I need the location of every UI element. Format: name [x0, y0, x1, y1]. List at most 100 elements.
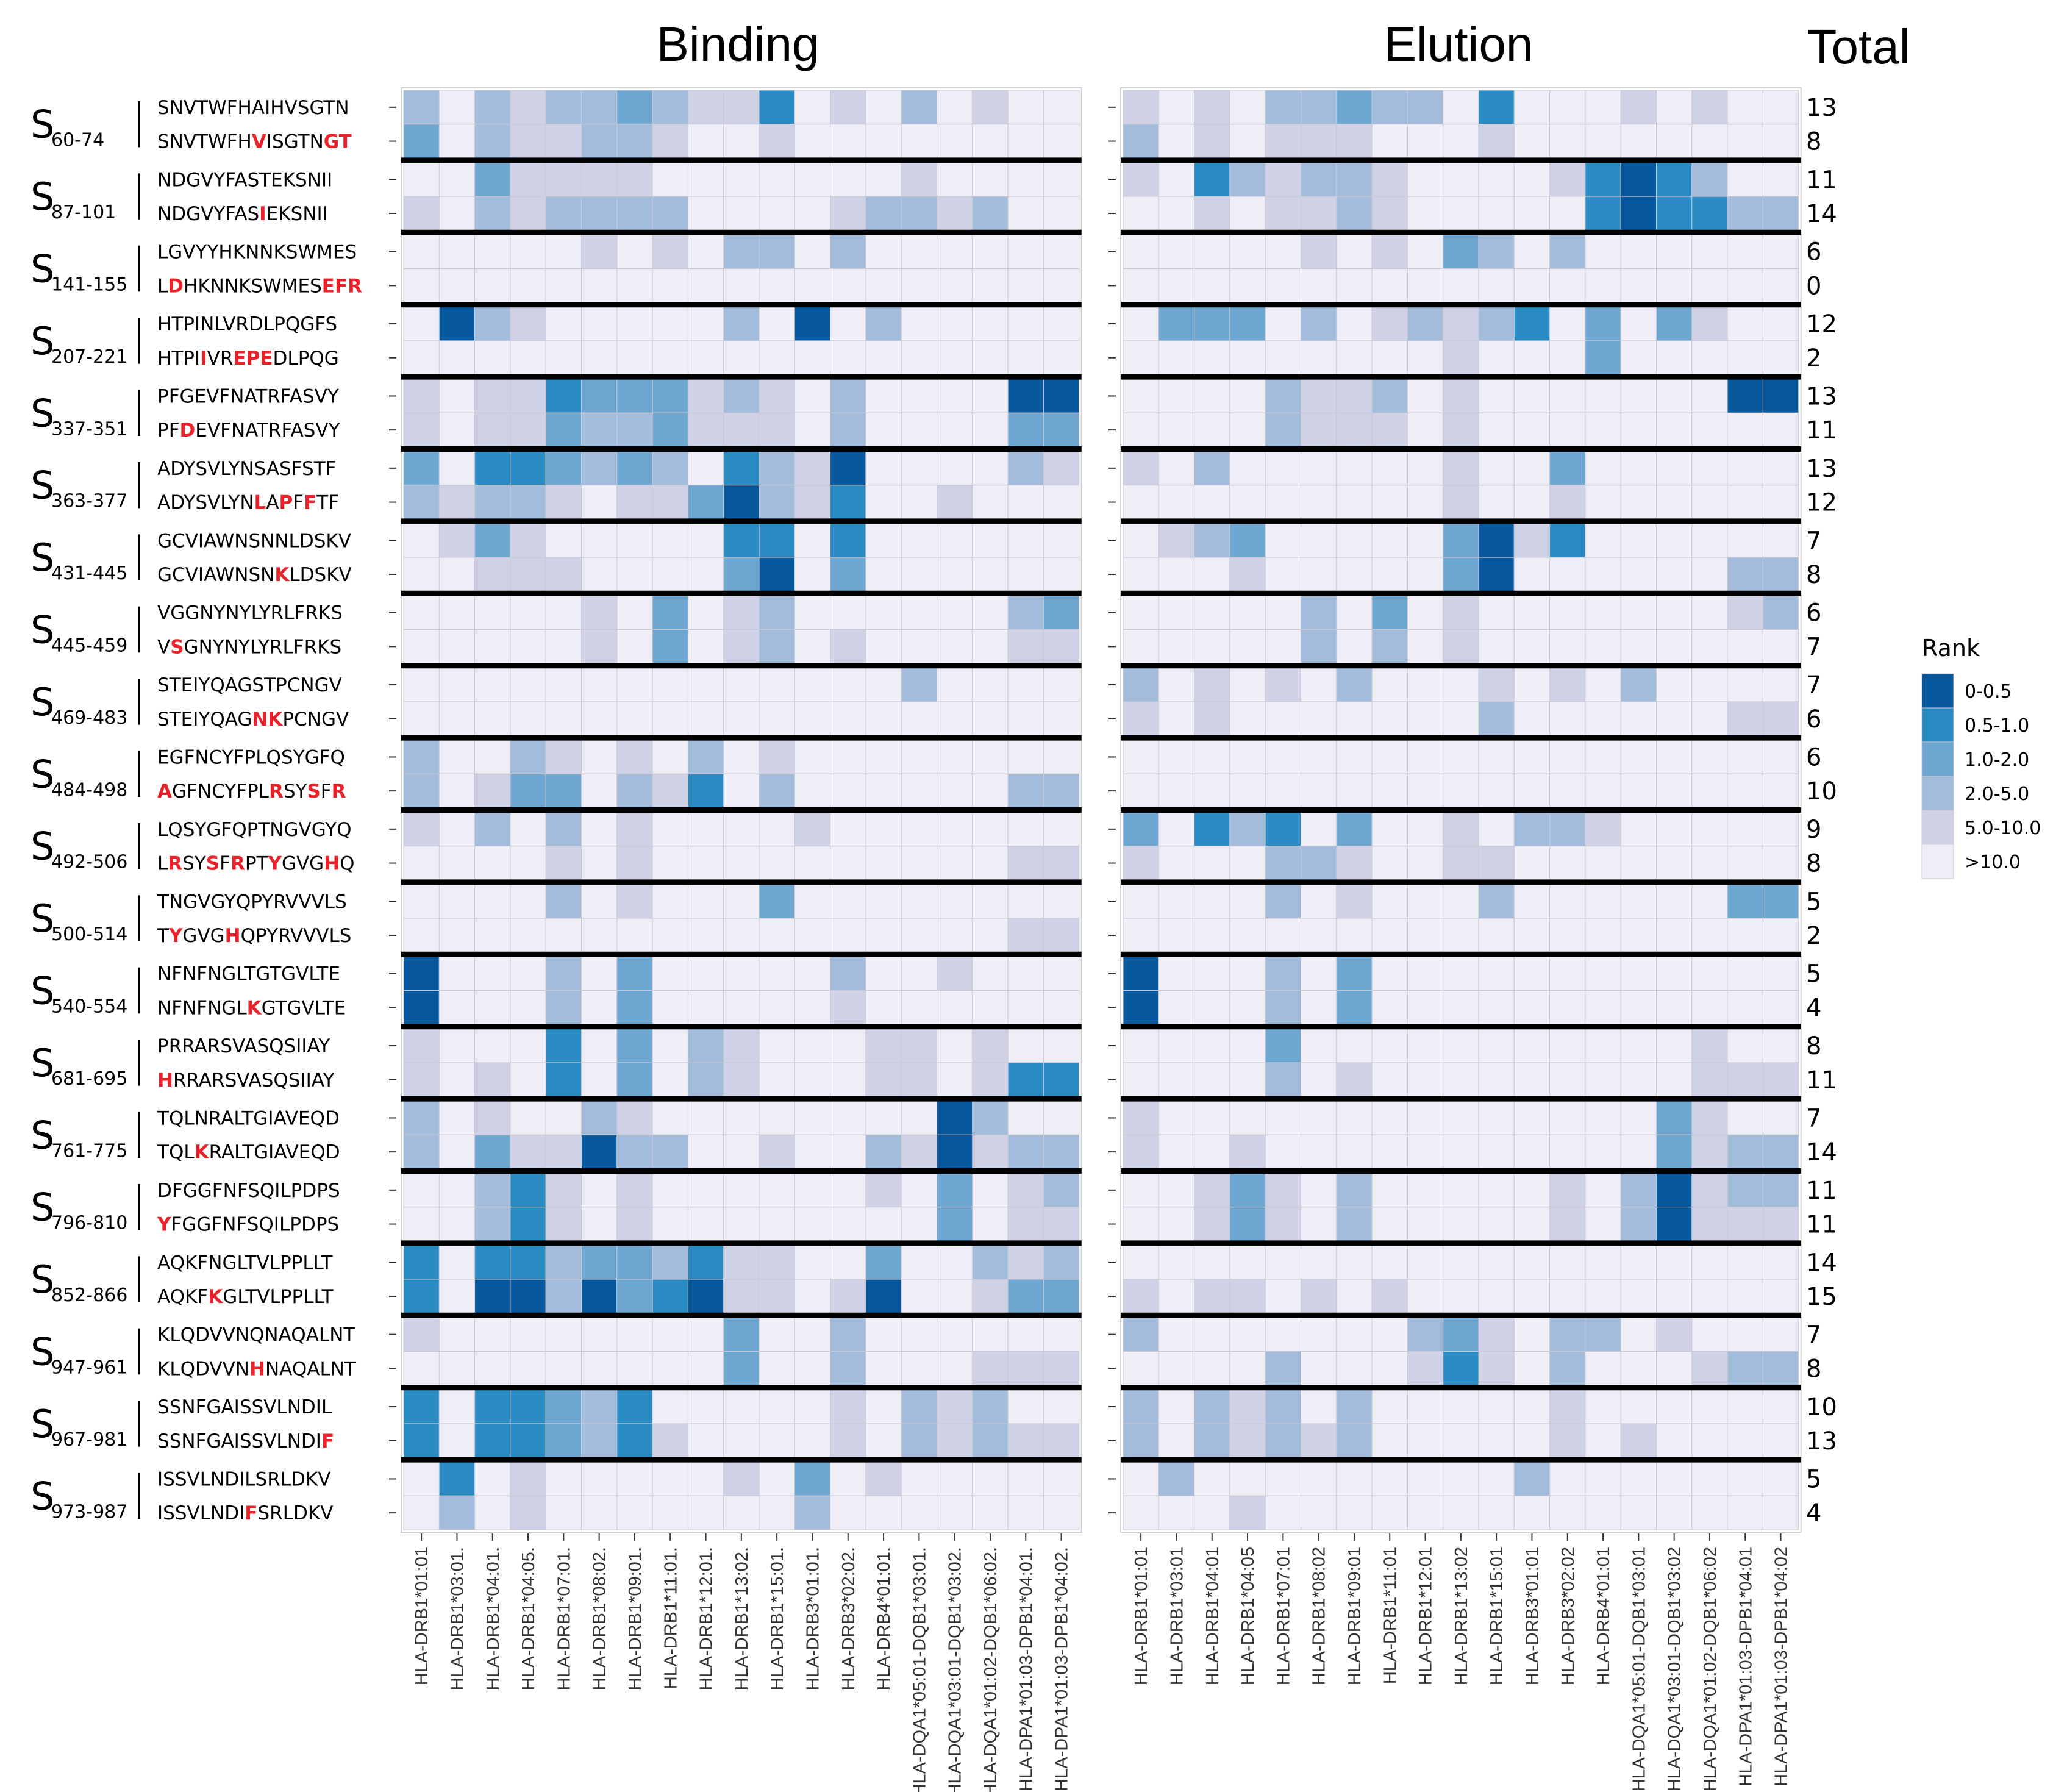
elution-cell — [1691, 1173, 1728, 1208]
binding-cell — [403, 90, 440, 125]
elution-cell — [1229, 773, 1266, 809]
binding-cell — [403, 234, 440, 269]
elution-cell — [1656, 557, 1693, 592]
elution-allele-label: HLA-DQA1*05:01-DQB1*03:01 — [1629, 1547, 1649, 1791]
elution-cell — [1265, 162, 1301, 197]
elution-cell — [1727, 557, 1763, 592]
elution-cell — [1762, 1207, 1799, 1241]
peptide-sequence: TQLKRALTGIAVEQD — [157, 1141, 340, 1163]
elution-cell — [1158, 1317, 1195, 1352]
elution-cell — [1158, 234, 1195, 269]
binding-cell — [1043, 523, 1080, 558]
elution-cell — [1478, 379, 1515, 413]
elution-cell — [1443, 1062, 1479, 1098]
elution-cell — [1229, 485, 1266, 519]
elution-cell — [1691, 196, 1728, 231]
binding-cell — [972, 918, 1009, 953]
elution-cell — [1727, 629, 1763, 664]
elution-cell — [1265, 234, 1301, 269]
elution-cell — [1229, 1462, 1266, 1496]
binding-cell — [438, 1423, 476, 1458]
elution-cell — [1229, 1389, 1266, 1424]
elution-cell — [1549, 1462, 1586, 1496]
elution-cell — [1443, 162, 1479, 197]
binding-cell — [865, 773, 902, 809]
binding-cell — [545, 379, 582, 413]
spike-group-letter: S — [30, 247, 54, 291]
peptide-sequence: PRRARSVASQSIIAY — [157, 1035, 330, 1057]
elution-cell — [1158, 412, 1195, 448]
elution-cell — [1762, 884, 1799, 919]
binding-cell — [723, 956, 760, 991]
binding-cell — [616, 1389, 653, 1424]
elution-cell — [1727, 773, 1763, 809]
elution-cell — [1194, 918, 1230, 953]
spike-group-letter: S — [30, 463, 54, 508]
binding-cell — [438, 557, 476, 592]
binding-cell — [403, 773, 440, 809]
binding-cell — [1043, 1134, 1080, 1169]
peptide-sequence: HRRARSVASQSIIAY — [157, 1069, 335, 1091]
peptide-sequence: LDHKNNKSWMESEFR — [157, 275, 362, 297]
binding-cell — [794, 701, 831, 737]
binding-cell — [545, 124, 582, 159]
elution-cell — [1549, 884, 1586, 919]
elution-cell — [1656, 629, 1693, 664]
elution-cell — [1513, 1279, 1551, 1314]
elution-cell — [1301, 846, 1337, 880]
elution-cell — [1478, 595, 1515, 630]
binding-cell — [687, 812, 724, 847]
binding-cell — [403, 1317, 440, 1352]
elution-cell — [1478, 812, 1515, 847]
elution-cell — [1194, 956, 1230, 991]
elution-cell — [1762, 1495, 1799, 1530]
binding-cell — [474, 1134, 511, 1169]
elution-cell — [1549, 306, 1586, 341]
binding-cell — [901, 701, 937, 737]
binding-cell — [545, 884, 582, 919]
total-count: 7 — [1806, 527, 1821, 555]
binding-cell — [616, 990, 653, 1025]
elution-cell — [1158, 1495, 1195, 1530]
binding-cell — [474, 412, 511, 448]
binding-cell — [403, 629, 440, 664]
binding-cell — [759, 557, 795, 592]
spike-group-letter: S — [30, 752, 54, 796]
elution-cell — [1123, 595, 1159, 630]
elution-cell — [1478, 523, 1515, 558]
binding-cell — [687, 196, 724, 231]
binding-cell — [510, 1351, 546, 1386]
binding-cell — [1007, 234, 1044, 269]
binding-cell — [510, 1495, 546, 1530]
binding-cell — [438, 379, 476, 413]
elution-cell — [1407, 667, 1444, 702]
elution-cell — [1123, 268, 1159, 303]
elution-allele-label: HLA-DRB1*01:01 — [1132, 1547, 1151, 1685]
elution-cell — [1478, 412, 1515, 448]
binding-cell — [652, 306, 688, 341]
elution-cell — [1158, 884, 1195, 919]
elution-cell — [1549, 918, 1586, 953]
total-count: 15 — [1806, 1283, 1837, 1311]
binding-cell — [830, 629, 866, 664]
binding-cell — [1043, 990, 1080, 1025]
binding-cell — [581, 523, 618, 558]
elution-cell — [1549, 595, 1586, 630]
elution-cell — [1549, 268, 1586, 303]
binding-cell — [438, 595, 476, 630]
elution-cell — [1407, 485, 1444, 519]
peptide-sequence: VGGNYNYLYRLFRKS — [157, 602, 343, 624]
elution-cell — [1371, 306, 1408, 341]
spike-group-range: 761-775 — [51, 1140, 127, 1162]
elution-cell — [1762, 812, 1799, 847]
elution-cell — [1301, 1134, 1337, 1169]
elution-cell — [1301, 306, 1337, 341]
peptide-sequence: HTPINLVRDLPQGFS — [157, 313, 337, 335]
elution-cell — [1371, 884, 1408, 919]
elution-cell — [1727, 1207, 1763, 1241]
elution-cell — [1194, 812, 1230, 847]
elution-cell — [1585, 740, 1621, 774]
binding-cell — [510, 918, 546, 953]
peptide-sequence: PFDEVFNATRFASVY — [157, 419, 340, 441]
